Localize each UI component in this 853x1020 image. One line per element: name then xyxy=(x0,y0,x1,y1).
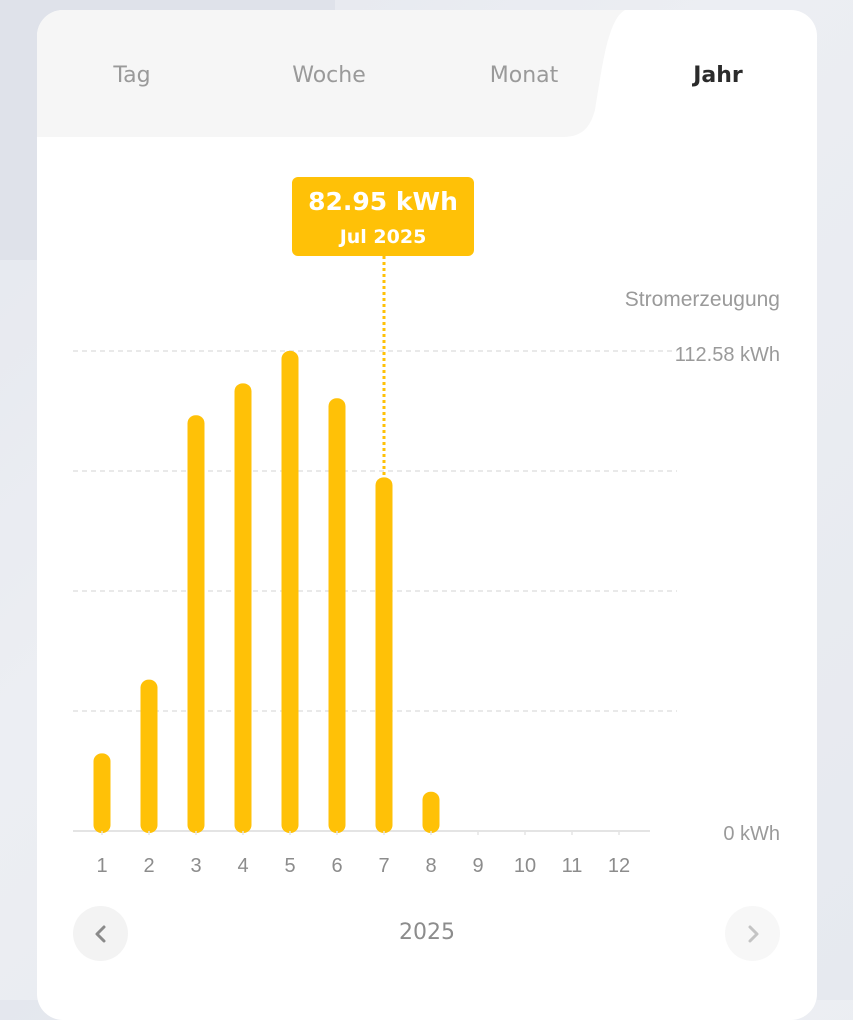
value-tooltip: 82.95 kWh Jul 2025 xyxy=(292,177,474,256)
previous-year-button[interactable] xyxy=(73,906,128,961)
x-tick-label: 10 xyxy=(514,855,536,877)
y-min-label: 0 kWh xyxy=(723,823,780,845)
y-max-label: 112.58 kWh xyxy=(675,344,780,366)
x-tick-label: 3 xyxy=(190,855,201,877)
tab-year[interactable]: Jahr xyxy=(693,63,743,88)
y-axis-title: Stromerzeugung xyxy=(625,288,780,311)
bar-month-6[interactable] xyxy=(328,398,346,833)
year-label: 2025 xyxy=(399,920,455,945)
bar-month-7[interactable] xyxy=(375,477,393,833)
bar-month-8[interactable] xyxy=(422,791,440,833)
tab-month[interactable]: Monat xyxy=(489,63,559,88)
tab-week[interactable]: Woche xyxy=(292,63,366,88)
tab-bar-background xyxy=(37,10,625,137)
x-tick-label: 9 xyxy=(472,855,483,877)
chevron-right-icon xyxy=(748,925,758,942)
tab-day[interactable]: Tag xyxy=(113,63,151,88)
x-tick-label: 2 xyxy=(143,855,154,877)
energy-card: Tag Woche Monat Jahr 1 2 3 4 5 6 7 8 9 10 11 12 Str… xyxy=(37,10,817,1020)
tooltip-value: 82.95 kWh xyxy=(308,187,458,216)
bar-chart: 1 2 3 4 5 6 7 8 9 10 11 12 Stromerzeugung 112.58 kW… xyxy=(73,256,780,877)
bar-month-1[interactable] xyxy=(93,753,111,833)
next-year-button[interactable] xyxy=(725,906,780,961)
bar-month-5[interactable] xyxy=(281,350,299,833)
x-tick-label: 6 xyxy=(331,855,342,877)
bar-month-4[interactable] xyxy=(234,383,252,833)
x-tick-label: 5 xyxy=(284,855,295,877)
x-tick-label: 7 xyxy=(378,855,389,877)
bar-month-3[interactable] xyxy=(187,415,205,833)
x-tick-label: 4 xyxy=(237,855,248,877)
tooltip-date: Jul 2025 xyxy=(339,226,427,248)
chevron-left-icon xyxy=(95,925,105,942)
x-tick-label: 11 xyxy=(562,855,583,877)
x-tick-label: 8 xyxy=(425,855,436,877)
x-tick-label: 12 xyxy=(608,855,630,877)
x-tick-label: 1 xyxy=(96,855,107,877)
bar-month-2[interactable] xyxy=(140,679,158,833)
